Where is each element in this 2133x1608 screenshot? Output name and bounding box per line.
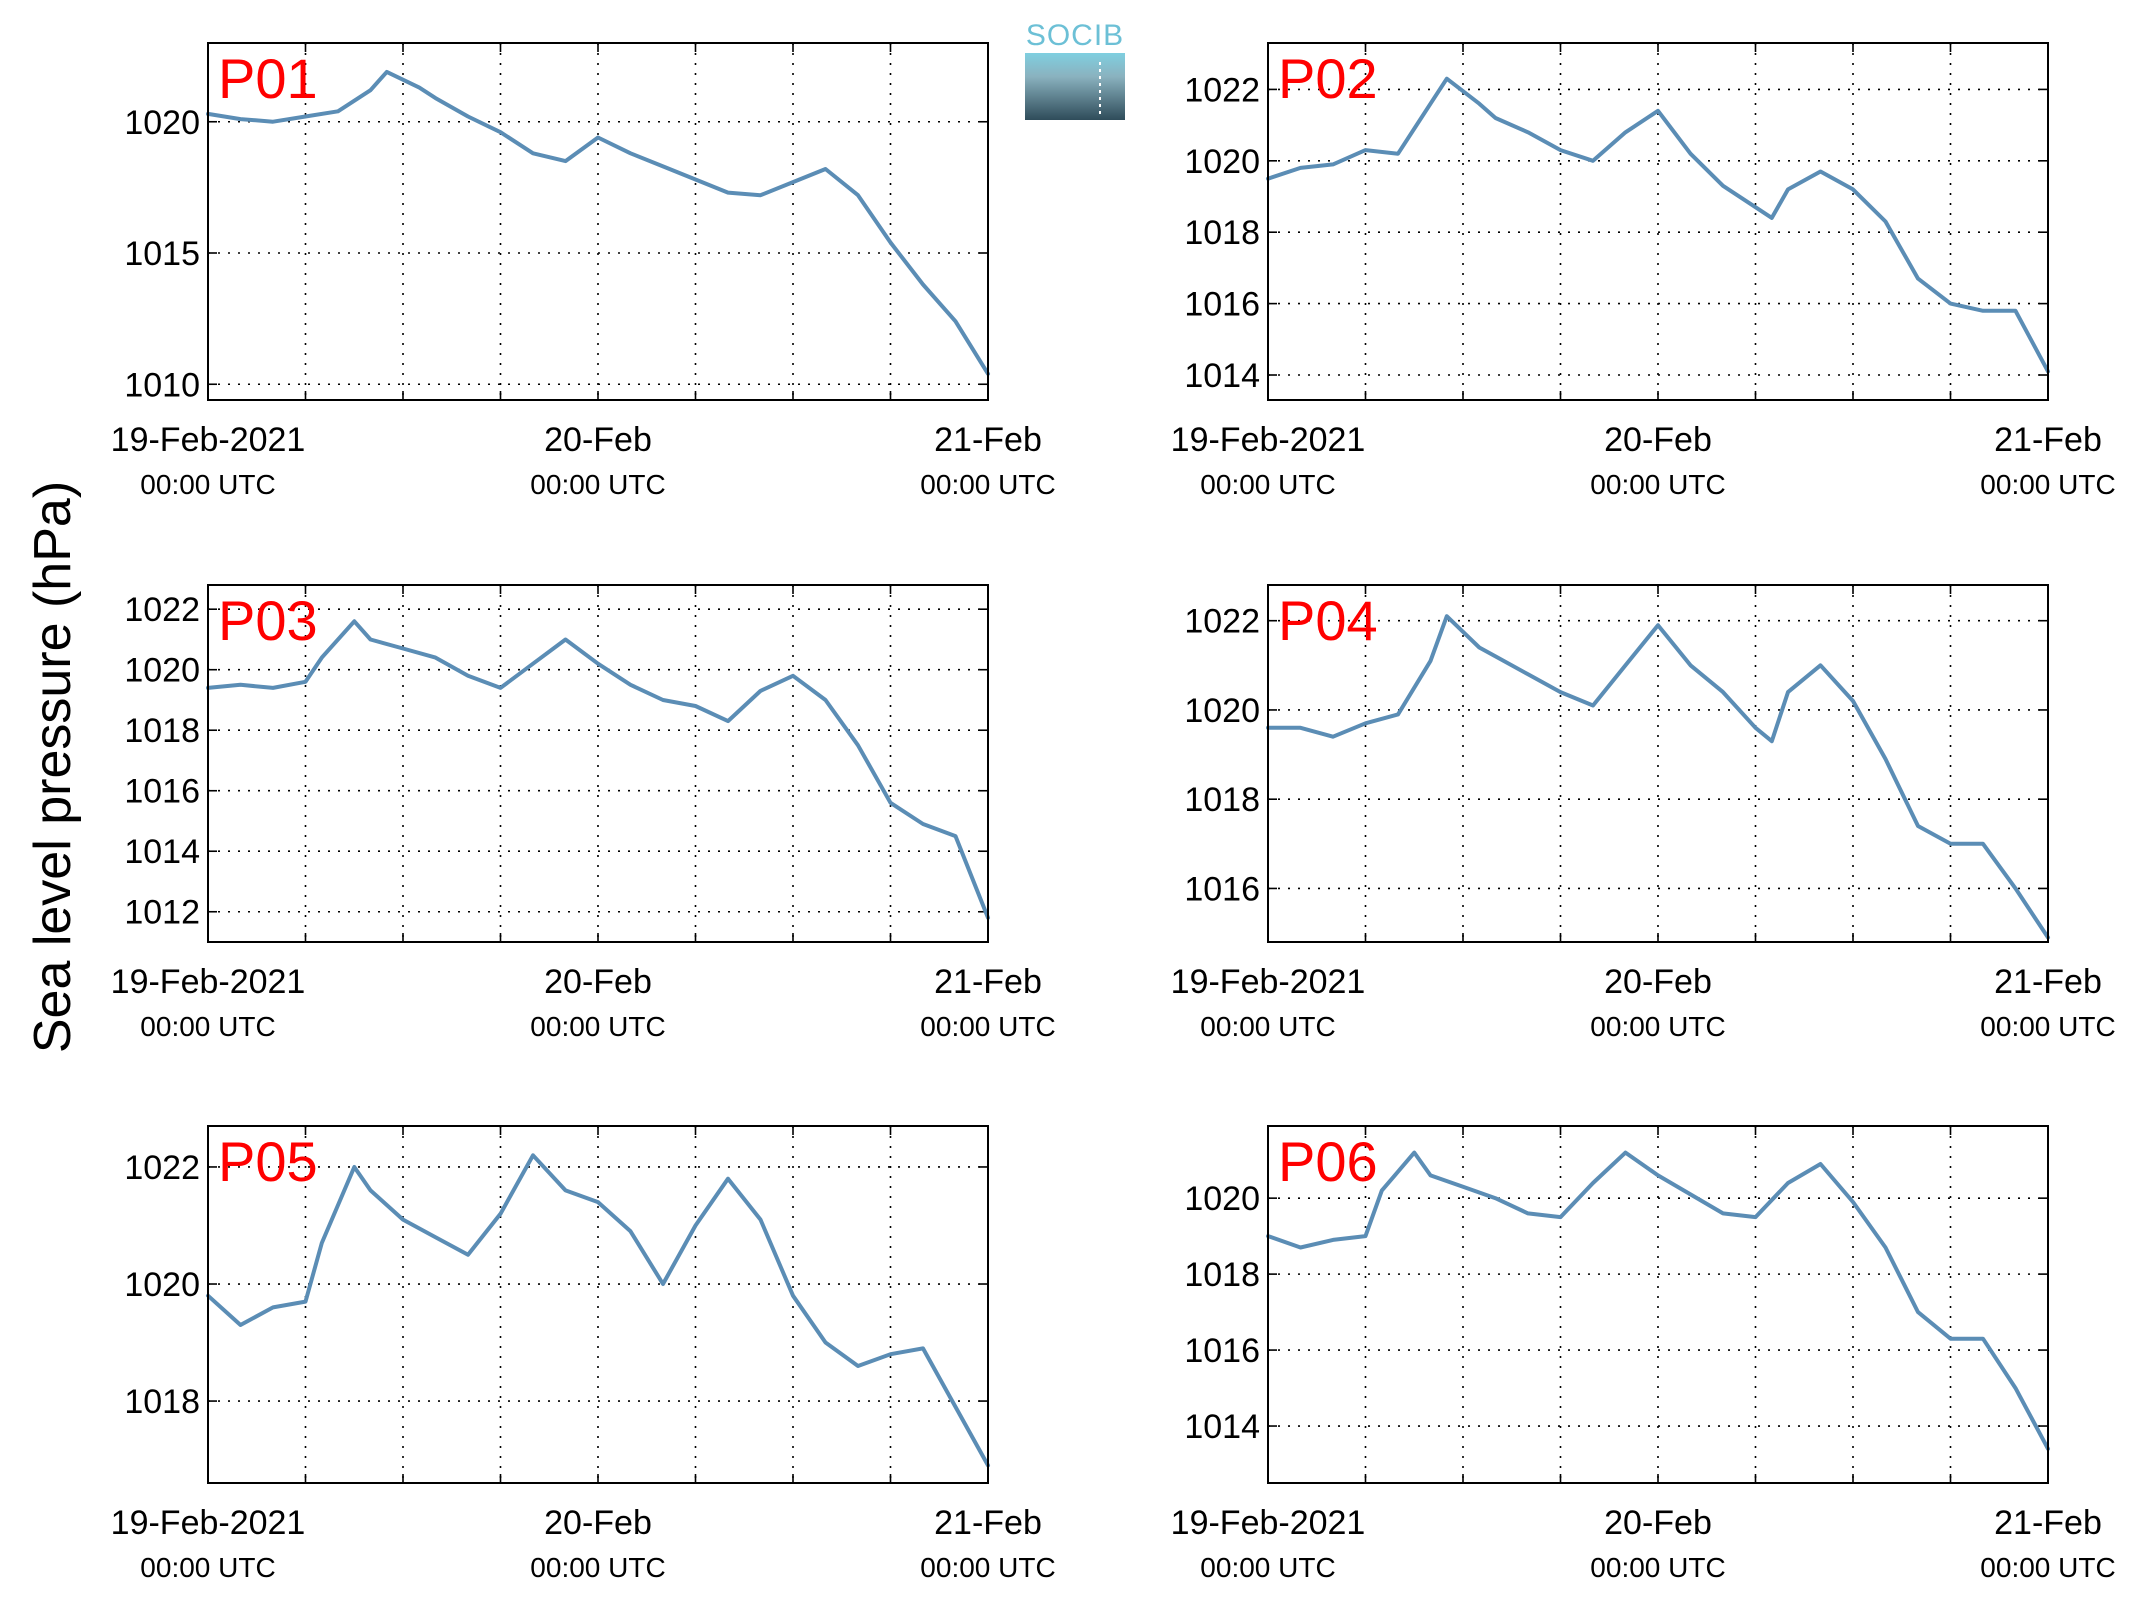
x-tick-date-label: 20-Feb [544,963,652,1001]
pressure-series-line [1266,614,2050,940]
y-tick-label: 1022 [1184,603,1260,641]
y-tick-label: 1010 [124,366,200,404]
y-tick-label: 1018 [124,712,200,750]
plot-frame [207,42,989,401]
y-tick-label: 1016 [1184,1332,1260,1370]
pressure-series-line [206,1153,990,1468]
y-tick-label: 1020 [124,652,200,690]
x-tick-date-label: 20-Feb [1604,421,1712,459]
x-tick-time-label: 00:00 UTC [140,1011,275,1042]
pressure-series-line [1266,1150,2050,1451]
x-tick-time-label: 00:00 UTC [1590,1011,1725,1042]
x-tick-time-label: 00:00 UTC [530,469,665,500]
panel-title: P04 [1278,589,1378,652]
chart-panel-p06: 1014 1016 1018 1020 19-Feb-2021 00:00 UTC 20-F… [1171,1125,2116,1583]
chart-panel-p01: 1010 1015 1020 19-Feb-2021 00:00 UTC 20-Feb 00… [111,42,1056,500]
y-tick-label: 1020 [124,104,200,142]
y-tick-label: 1022 [1184,71,1260,109]
x-tick-date-label: 20-Feb [544,421,652,459]
y-tick-label: 1015 [124,235,200,273]
panel-title: P05 [218,1130,318,1193]
x-tick-time-label: 00:00 UTC [140,1552,275,1583]
y-tick-label: 1020 [1184,692,1260,730]
y-tick-label: 1020 [1184,143,1260,181]
x-tick-date-label: 19-Feb-2021 [111,963,306,1001]
plot-frame [207,1125,989,1484]
x-tick-time-label: 00:00 UTC [1980,1552,2115,1583]
x-tick-time-label: 00:00 UTC [1980,469,2115,500]
y-tick-label: 1018 [1184,1256,1260,1294]
chart-panel-p05: 1018 1020 1022 19-Feb-2021 00:00 UTC 20-Feb 00… [111,1125,1056,1583]
y-axis-label: Sea level pressure (hPa) [24,481,82,1053]
x-tick-date-label: 21-Feb [1994,1504,2102,1542]
x-tick-date-label: 19-Feb-2021 [111,1504,306,1542]
y-tick-label: 1020 [1184,1180,1260,1218]
x-tick-date-label: 19-Feb-2021 [111,421,306,459]
y-tick-label: 1016 [1184,286,1260,324]
y-tick-label: 1020 [124,1266,200,1304]
socib-logo-text: SOCIB [1026,19,1124,52]
x-tick-time-label: 00:00 UTC [530,1011,665,1042]
x-tick-time-label: 00:00 UTC [1980,1011,2115,1042]
pressure-series-line [1266,76,2050,374]
panel-title: P02 [1278,47,1378,110]
socib-logo: SOCIB [1025,19,1125,120]
x-tick-date-label: 20-Feb [1604,1504,1712,1542]
y-tick-label: 1022 [124,1149,200,1187]
x-tick-date-label: 20-Feb [1604,963,1712,1001]
plot-frame [207,584,989,943]
x-tick-date-label: 21-Feb [1994,421,2102,459]
x-tick-date-label: 19-Feb-2021 [1171,1504,1366,1542]
x-tick-time-label: 00:00 UTC [530,1552,665,1583]
x-tick-date-label: 21-Feb [934,963,1042,1001]
pressure-series-line [206,69,990,376]
panel-title: P03 [218,589,318,652]
x-tick-time-label: 00:00 UTC [920,469,1055,500]
x-tick-time-label: 00:00 UTC [1200,1552,1335,1583]
y-tick-label: 1012 [124,894,200,932]
chart-panel-p04: 1016 1018 1020 1022 19-Feb-2021 00:00 UTC 20-F… [1171,584,2116,1042]
pressure-series-line [206,619,990,920]
x-tick-time-label: 00:00 UTC [920,1552,1055,1583]
x-tick-time-label: 00:00 UTC [920,1011,1055,1042]
plot-frame [1267,42,2049,401]
x-tick-date-label: 21-Feb [934,421,1042,459]
x-tick-date-label: 19-Feb-2021 [1171,963,1366,1001]
x-tick-date-label: 21-Feb [934,1504,1042,1542]
chart-panel-p03: 1012 1014 1016 1018 1020 1022 19-Feb-2021 00:00… [111,584,1056,1042]
chart-panel-p02: 1014 1016 1018 1020 1022 19-Feb-2021 00:00 UTC… [1171,42,2116,500]
y-tick-label: 1014 [124,833,200,871]
x-tick-date-label: 21-Feb [1994,963,2102,1001]
y-tick-label: 1022 [124,591,200,629]
plot-frame [1267,584,2049,943]
x-tick-time-label: 00:00 UTC [1200,469,1335,500]
y-tick-label: 1014 [1184,357,1260,395]
x-tick-time-label: 00:00 UTC [1590,469,1725,500]
panel-title: P06 [1278,1130,1378,1193]
panel-title: P01 [218,47,318,110]
y-tick-label: 1018 [124,1383,200,1421]
panels-container: 1010 1015 1020 19-Feb-2021 00:00 UTC 20-Feb 00… [111,42,2116,1583]
y-tick-label: 1014 [1184,1408,1260,1446]
x-tick-time-label: 00:00 UTC [1200,1011,1335,1042]
x-tick-date-label: 20-Feb [544,1504,652,1542]
x-tick-date-label: 19-Feb-2021 [1171,421,1366,459]
y-tick-label: 1018 [1184,214,1260,252]
x-tick-time-label: 00:00 UTC [140,469,275,500]
plot-frame [1267,1125,2049,1484]
x-tick-time-label: 00:00 UTC [1590,1552,1725,1583]
y-tick-label: 1018 [1184,781,1260,819]
y-tick-label: 1016 [1184,870,1260,908]
y-tick-label: 1016 [124,773,200,811]
